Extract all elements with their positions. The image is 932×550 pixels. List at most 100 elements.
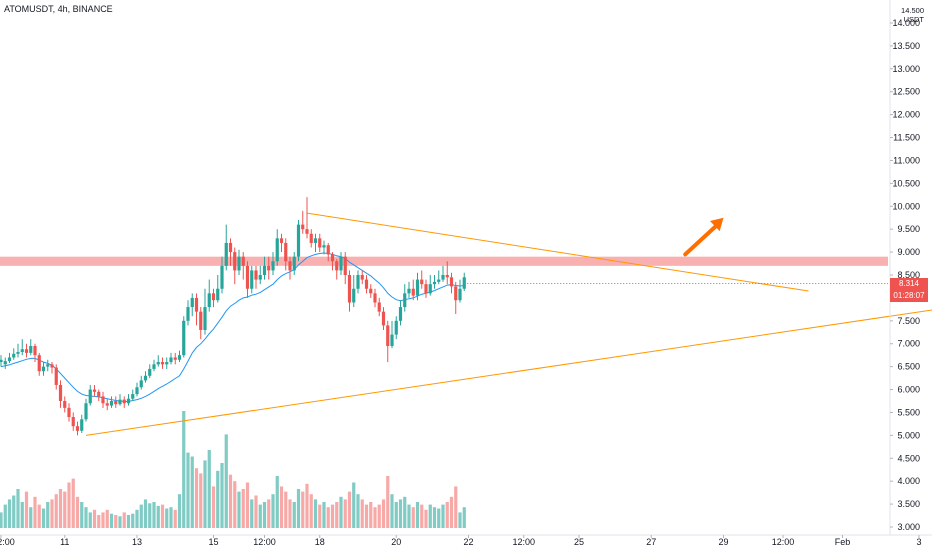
time-axis[interactable]: 2:00 11 13 15 12:00 18 20 22 12:00 25 27 29 12:00 Feb… xyxy=(0,534,932,547)
volume-bar xyxy=(92,509,97,528)
time-tick-label: 20 xyxy=(391,537,401,547)
trendline-layer xyxy=(0,212,932,436)
volume-bar xyxy=(352,482,356,528)
candle-body xyxy=(182,320,186,356)
price-tick-label: 4.000 xyxy=(897,476,920,486)
price-tick-label: 9.000 xyxy=(897,247,920,257)
volume-bar xyxy=(398,499,403,528)
volume-bar xyxy=(458,512,462,528)
price-tick-label: 3.500 xyxy=(897,499,920,509)
price-axis-header: 14.500 USDT xyxy=(901,6,924,24)
price-tick-label: 5.500 xyxy=(897,407,920,417)
candle-body xyxy=(233,252,237,271)
last-price-tag: 8.314 xyxy=(890,277,928,290)
volume-bar xyxy=(177,494,182,528)
candle-body xyxy=(131,394,135,399)
volume-bar xyxy=(7,499,12,528)
candle-body xyxy=(67,407,71,418)
volume-layer xyxy=(0,411,466,528)
candle-body xyxy=(199,311,203,330)
candle-body xyxy=(369,288,373,294)
volume-bar xyxy=(335,502,339,528)
volume-bar xyxy=(84,507,88,528)
candle-body xyxy=(177,355,182,360)
candle-body xyxy=(0,359,3,363)
candle-body xyxy=(46,364,50,367)
volume-bar xyxy=(381,499,386,528)
price-tick-label: 8.500 xyxy=(897,270,920,280)
bullish-arrow-shaft xyxy=(683,221,721,257)
time-tick-label: Feb xyxy=(835,537,851,547)
volume-bar xyxy=(254,495,258,528)
volume-bar xyxy=(356,494,360,528)
volume-bar xyxy=(462,507,466,528)
volume-bar xyxy=(3,504,7,528)
candle-body xyxy=(12,353,16,358)
time-tick-label: 12:00 xyxy=(512,537,535,547)
volume-bar xyxy=(407,504,411,528)
volume-bar xyxy=(313,499,318,528)
volume-bar xyxy=(420,504,424,528)
candle-body xyxy=(237,256,241,271)
volume-bar xyxy=(454,486,458,528)
volume-bar xyxy=(41,508,46,528)
candle-body xyxy=(335,261,339,271)
price-axis[interactable]: 3.000 3.500 4.000 4.500 5.000 5.500 6.000 6.500… xyxy=(889,0,920,535)
resistance-zone-layer xyxy=(0,256,888,266)
candle-body xyxy=(424,284,428,294)
candle-body xyxy=(80,419,84,431)
candle-body xyxy=(411,288,415,296)
price-tick-label: 3.000 xyxy=(897,522,920,532)
candle-body xyxy=(118,399,122,405)
candle-body xyxy=(126,398,131,404)
volume-bar xyxy=(182,411,186,528)
volume-bar xyxy=(424,509,428,528)
candle-body xyxy=(318,238,322,248)
price-tick-label: 14.000 xyxy=(892,18,920,28)
price-tick-label: 10.500 xyxy=(892,178,920,188)
candle-body xyxy=(114,401,118,405)
volume-bar xyxy=(16,489,20,528)
time-tick-label: 2:00 xyxy=(0,537,15,547)
bullish-arrow-head xyxy=(709,217,724,232)
candle-body xyxy=(390,334,394,347)
candle-body xyxy=(267,265,271,271)
moving-average-line xyxy=(0,252,465,402)
currency-label: USDT xyxy=(903,15,924,24)
candle-body xyxy=(7,357,12,362)
volume-bar xyxy=(156,505,160,528)
candle-body xyxy=(449,277,454,287)
candle-body xyxy=(428,284,432,294)
price-tick-label: 5.000 xyxy=(897,430,920,440)
time-tick-label: 25 xyxy=(574,537,584,547)
candle-body xyxy=(20,349,24,352)
volume-bar xyxy=(445,502,449,528)
time-tick-label: 13 xyxy=(132,537,142,547)
volume-bar xyxy=(97,515,101,528)
candle-body xyxy=(356,275,360,289)
price-tick-label: 13.000 xyxy=(892,64,920,74)
volume-bar xyxy=(369,502,373,528)
volume-bar xyxy=(296,489,301,528)
candle-body xyxy=(322,245,326,248)
candle-body xyxy=(339,256,343,271)
ascending-trendline xyxy=(85,309,932,436)
volume-bar xyxy=(199,473,203,528)
candle-body xyxy=(326,245,330,255)
volume-bar xyxy=(449,496,454,528)
volume-bar xyxy=(258,504,262,528)
time-tick-label: 22 xyxy=(463,537,473,547)
resistance-zone xyxy=(0,256,888,266)
volume-bar xyxy=(318,504,322,528)
volume-bar xyxy=(284,491,288,528)
price-tick-label: 13.500 xyxy=(892,41,920,51)
candle-body xyxy=(364,279,369,289)
volume-bar xyxy=(441,504,445,528)
volume-bar xyxy=(411,507,415,528)
candle-body xyxy=(279,238,284,243)
candle-body xyxy=(275,238,279,262)
volume-bar xyxy=(394,502,398,528)
candle-body xyxy=(92,389,97,392)
volume-bar xyxy=(71,478,75,528)
